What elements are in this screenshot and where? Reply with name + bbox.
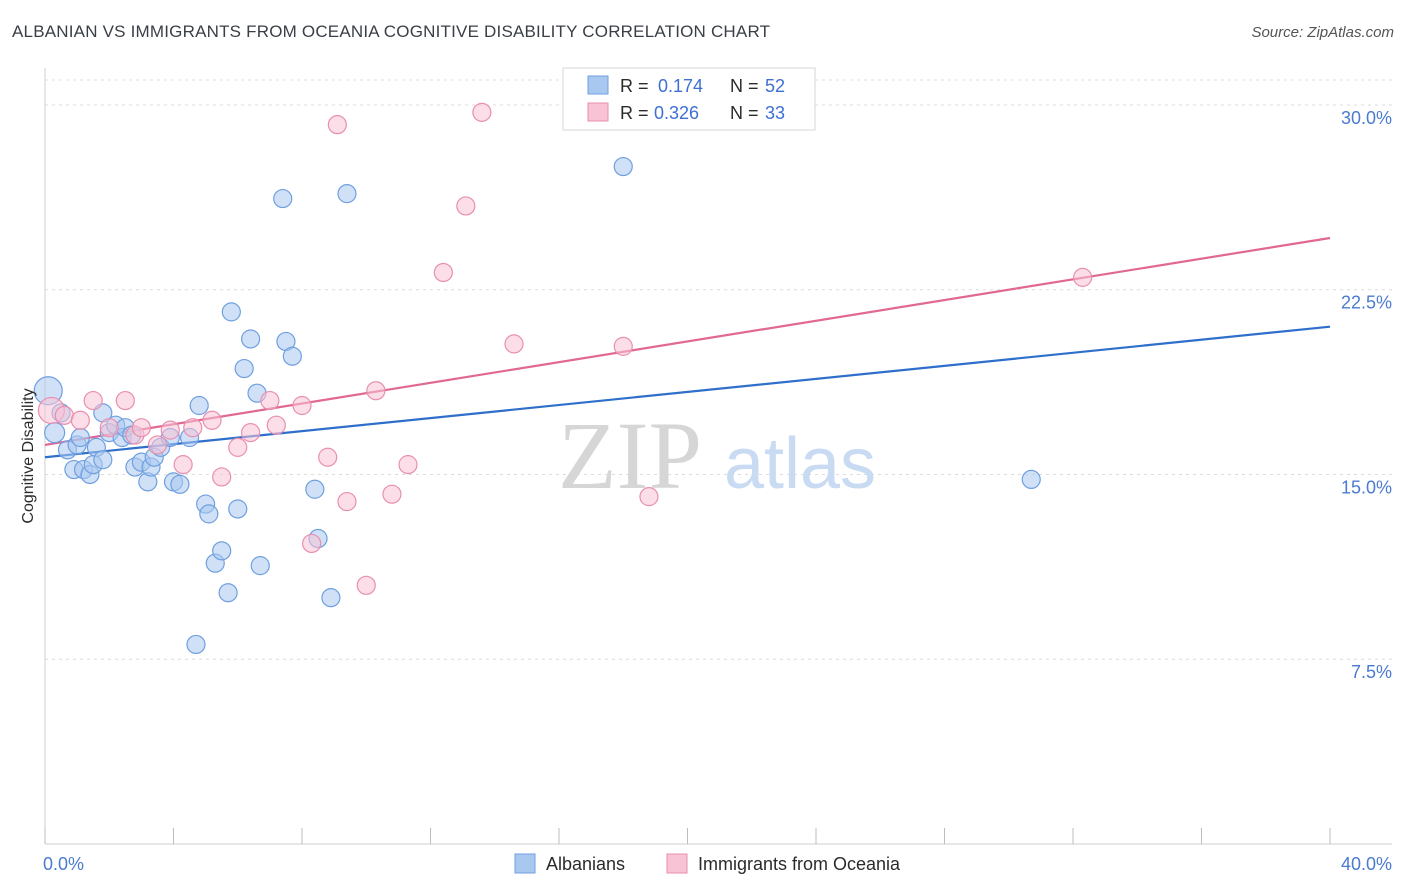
point-oceania-22 xyxy=(337,491,357,512)
point-oceania-2 xyxy=(70,410,90,430)
legend-r-label-1: R = xyxy=(620,103,649,123)
point-oceania-29 xyxy=(472,102,492,122)
source-label: Source: ZipAtlas.com xyxy=(1251,24,1394,41)
point-albanians-28 xyxy=(186,634,206,655)
legend-bottom-swatch-oceania xyxy=(666,853,688,874)
watermark-atlas: atlas xyxy=(724,424,876,504)
legend-n-value-0: 52 xyxy=(765,76,785,96)
point-albanians-49 xyxy=(1021,469,1041,490)
point-oceania-1 xyxy=(54,405,74,425)
y-tick-label-1: 15.0% xyxy=(1341,477,1392,497)
point-oceania-9 xyxy=(160,420,180,440)
legend-bottom-albanians: Albanians xyxy=(546,854,625,874)
y-tick-label-2: 22.5% xyxy=(1341,293,1392,313)
point-oceania-25 xyxy=(382,484,402,504)
chart-title: ALBANIAN VS IMMIGRANTS FROM OCEANIA COGN… xyxy=(12,22,771,41)
point-albanians-11 xyxy=(93,450,113,470)
y-tick-labels: 7.5% 15.0% 22.5% 30.0% xyxy=(1341,108,1392,682)
point-oceania-17 xyxy=(266,415,286,435)
point-oceania-16 xyxy=(260,390,280,411)
point-oceania-30 xyxy=(504,334,524,354)
data-points xyxy=(33,102,1093,655)
y-tick-label-0: 7.5% xyxy=(1351,662,1392,682)
point-albanians-37 xyxy=(234,358,254,379)
legend-n-label-1: N = xyxy=(730,103,759,123)
x-tick-label-1: 40.0% xyxy=(1341,854,1392,874)
point-oceania-32 xyxy=(639,487,659,507)
point-albanians-40 xyxy=(250,556,270,576)
trendline-oceania xyxy=(44,236,1331,447)
point-oceania-3 xyxy=(83,390,103,411)
point-oceania-15 xyxy=(241,422,261,443)
point-albanians-36 xyxy=(228,499,248,519)
y-tick-label-3: 30.0% xyxy=(1341,108,1392,128)
point-albanians-35 xyxy=(221,302,241,322)
point-albanians-26 xyxy=(170,474,190,494)
legend-swatch-oceania xyxy=(587,102,609,122)
point-oceania-19 xyxy=(302,533,322,554)
point-oceania-10 xyxy=(173,455,193,475)
point-oceania-12 xyxy=(202,410,222,430)
point-oceania-31 xyxy=(613,336,633,356)
legend-r-value-0: 0.174 xyxy=(658,76,703,96)
point-oceania-23 xyxy=(356,575,376,595)
axes xyxy=(44,68,1392,845)
watermark-zip: ZIP xyxy=(558,402,702,509)
legend-swatch-albanians xyxy=(587,75,609,95)
point-oceania-24 xyxy=(366,381,386,401)
point-oceania-8 xyxy=(147,435,168,455)
y-axis-label: Cognitive Disability xyxy=(20,388,37,523)
point-albanians-41 xyxy=(273,188,293,209)
point-albanians-29 xyxy=(189,395,209,416)
point-albanians-43 xyxy=(282,346,302,366)
point-albanians-47 xyxy=(337,184,357,204)
point-oceania-14 xyxy=(228,437,248,457)
point-oceania-20 xyxy=(318,447,338,467)
point-oceania-5 xyxy=(115,390,135,411)
point-oceania-18 xyxy=(292,395,312,416)
point-oceania-28 xyxy=(456,196,476,216)
point-oceania-7 xyxy=(131,418,151,438)
point-oceania-13 xyxy=(212,467,232,487)
point-albanians-34 xyxy=(218,583,238,603)
point-albanians-31 xyxy=(199,504,219,524)
x-tick-label-0: 0.0% xyxy=(43,854,84,874)
point-albanians-1 xyxy=(44,421,66,444)
point-albanians-6 xyxy=(70,427,90,448)
legend-n-label-0: N = xyxy=(730,76,759,96)
legend-bottom-swatch-albanians xyxy=(514,853,536,874)
point-albanians-48 xyxy=(613,156,633,177)
point-albanians-33 xyxy=(212,541,232,561)
point-oceania-26 xyxy=(398,455,418,475)
legend-stats: R = 0.174 N = 52 R = 0.326 N = 33 xyxy=(562,67,816,131)
legend-n-value-1: 33 xyxy=(765,103,785,123)
point-albanians-38 xyxy=(241,329,261,349)
point-oceania-33 xyxy=(1073,267,1093,287)
point-oceania-11 xyxy=(183,418,203,438)
legend-r-label-0: R = xyxy=(620,76,649,96)
point-oceania-21 xyxy=(327,115,347,135)
watermark: ZIP atlas xyxy=(558,402,876,509)
legend-bottom-oceania: Immigrants from Oceania xyxy=(698,854,901,874)
legend-r-value-1: 0.326 xyxy=(654,103,699,123)
point-oceania-27 xyxy=(433,262,453,283)
legend-series: Albanians Immigrants from Oceania xyxy=(514,853,901,874)
x-tick-labels: 0.0% 40.0% xyxy=(43,854,1392,874)
point-albanians-44 xyxy=(305,479,325,499)
point-oceania-4 xyxy=(99,418,119,438)
point-albanians-46 xyxy=(321,588,341,608)
